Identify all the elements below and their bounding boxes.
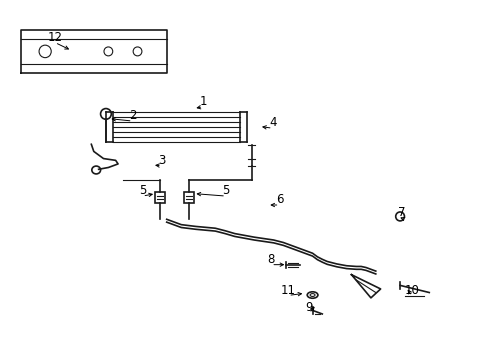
- Text: 5: 5: [139, 184, 146, 197]
- Text: 6: 6: [275, 193, 283, 206]
- Text: 1: 1: [199, 95, 206, 108]
- Text: 4: 4: [268, 116, 276, 129]
- Text: 9: 9: [305, 301, 312, 314]
- Text: 7: 7: [397, 206, 405, 219]
- Text: 10: 10: [404, 284, 419, 297]
- Text: 2: 2: [129, 109, 136, 122]
- Text: 12: 12: [47, 31, 62, 44]
- Text: 8: 8: [267, 253, 274, 266]
- Text: 3: 3: [158, 154, 165, 167]
- Text: 5: 5: [222, 184, 229, 197]
- Text: 11: 11: [280, 284, 295, 297]
